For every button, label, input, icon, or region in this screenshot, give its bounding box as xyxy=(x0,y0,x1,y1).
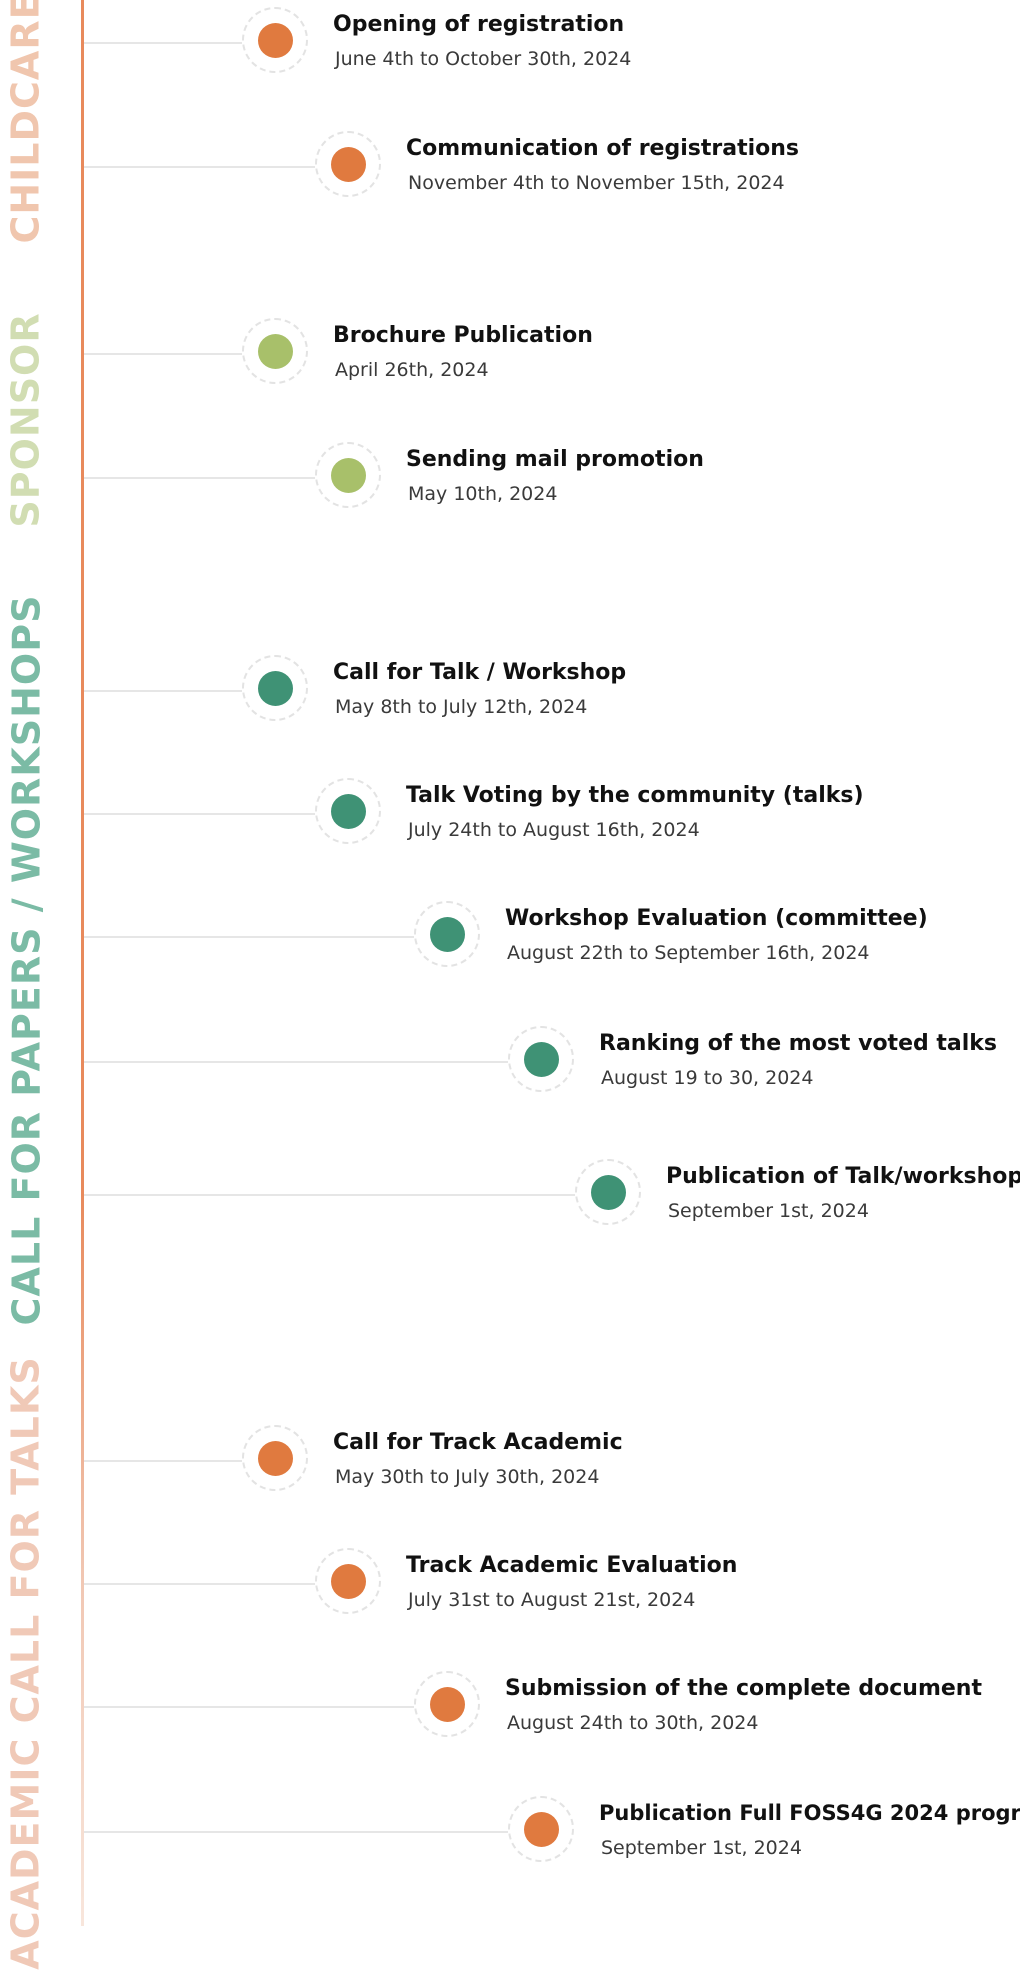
event-date: May 10th, 2024 xyxy=(408,483,558,505)
event-title: Track Academic Evaluation xyxy=(406,1553,738,1578)
event-date: August 22th to September 16th, 2024 xyxy=(507,942,870,964)
timeline-event: Workshop Evaluation (committee) August 2… xyxy=(0,896,1020,986)
timeline-event: Publication of Talk/workshops September … xyxy=(0,1154,1020,1244)
connector-line xyxy=(84,477,315,479)
event-marker xyxy=(414,1671,480,1737)
event-dot xyxy=(524,1812,559,1847)
event-title: Opening of registration xyxy=(333,12,625,37)
event-date: June 4th to October 30th, 2024 xyxy=(335,48,632,70)
timeline-event: Call for Talk / Workshop May 8th to July… xyxy=(0,650,1020,740)
connector-line xyxy=(84,1706,414,1708)
event-dot xyxy=(258,334,293,369)
connector-line xyxy=(84,1583,315,1585)
event-title: Submission of the complete document xyxy=(505,1676,982,1701)
event-dot xyxy=(258,671,293,706)
connector-line xyxy=(84,1061,508,1063)
event-marker xyxy=(575,1159,641,1225)
event-date: May 30th to July 30th, 2024 xyxy=(335,1466,600,1488)
event-marker xyxy=(508,1796,574,1862)
event-dot xyxy=(331,794,366,829)
event-title: Call for Talk / Workshop xyxy=(333,660,627,685)
connector-line xyxy=(84,813,315,815)
timeline-event: Sending mail promotion May 10th, 2024 xyxy=(0,437,1020,527)
timeline-event: Publication Full FOSS4G 2024 program Sep… xyxy=(0,1791,1020,1881)
timeline-event: Call for Track Academic May 30th to July… xyxy=(0,1420,1020,1510)
event-date: August 24th to 30th, 2024 xyxy=(507,1712,759,1734)
connector-line xyxy=(84,936,414,938)
timeline-axis xyxy=(81,0,84,1926)
event-date: July 31st to August 21st, 2024 xyxy=(408,1589,696,1611)
event-title: Brochure Publication xyxy=(333,323,593,348)
event-title: Publication Full FOSS4G 2024 program xyxy=(599,1801,1020,1825)
event-title: Talk Voting by the community (talks) xyxy=(406,783,864,808)
event-date: September 1st, 2024 xyxy=(668,1200,869,1222)
event-date: July 24th to August 16th, 2024 xyxy=(408,819,700,841)
event-marker xyxy=(414,901,480,967)
event-dot xyxy=(524,1042,559,1077)
event-title: Ranking of the most voted talks xyxy=(599,1031,998,1056)
event-dot xyxy=(591,1175,626,1210)
event-marker xyxy=(315,442,381,508)
event-date: August 19 to 30, 2024 xyxy=(601,1067,814,1089)
timeline-event: Track Academic Evaluation July 31st to A… xyxy=(0,1543,1020,1633)
connector-line xyxy=(84,1460,242,1462)
event-title: Sending mail promotion xyxy=(406,447,704,472)
event-title: Call for Track Academic xyxy=(333,1430,623,1455)
event-date: September 1st, 2024 xyxy=(601,1837,802,1859)
event-title: Workshop Evaluation (committee) xyxy=(505,906,928,931)
event-marker xyxy=(242,7,308,73)
event-dot xyxy=(430,1687,465,1722)
event-dot xyxy=(331,458,366,493)
connector-line xyxy=(84,166,315,168)
timeline-event: Talk Voting by the community (talks) Jul… xyxy=(0,773,1020,863)
event-date: May 8th to July 12th, 2024 xyxy=(335,696,588,718)
event-dot xyxy=(331,147,366,182)
event-dot xyxy=(258,1441,293,1476)
connector-line xyxy=(84,1194,575,1196)
event-marker xyxy=(315,131,381,197)
connector-line xyxy=(84,353,242,355)
connector-line xyxy=(84,690,242,692)
event-dot xyxy=(430,917,465,952)
event-dot xyxy=(331,1564,366,1599)
event-title: Publication of Talk/workshops xyxy=(666,1164,1020,1189)
event-marker xyxy=(315,778,381,844)
event-marker xyxy=(242,318,308,384)
timeline-event: Communication of registrations November … xyxy=(0,126,1020,216)
event-title: Communication of registrations xyxy=(406,136,799,161)
timeline-event: Submission of the complete document Augu… xyxy=(0,1666,1020,1756)
timeline-event: Ranking of the most voted talks August 1… xyxy=(0,1021,1020,1111)
event-date: November 4th to November 15th, 2024 xyxy=(408,172,785,194)
event-marker xyxy=(242,1425,308,1491)
event-dot xyxy=(258,23,293,58)
connector-line xyxy=(84,42,242,44)
event-marker xyxy=(242,655,308,721)
timeline-event: Brochure Publication April 26th, 2024 xyxy=(0,313,1020,403)
event-date: April 26th, 2024 xyxy=(335,359,489,381)
timeline-event: Opening of registration June 4th to Octo… xyxy=(0,2,1020,92)
event-marker xyxy=(508,1026,574,1092)
connector-line xyxy=(84,1831,508,1833)
event-marker xyxy=(315,1548,381,1614)
